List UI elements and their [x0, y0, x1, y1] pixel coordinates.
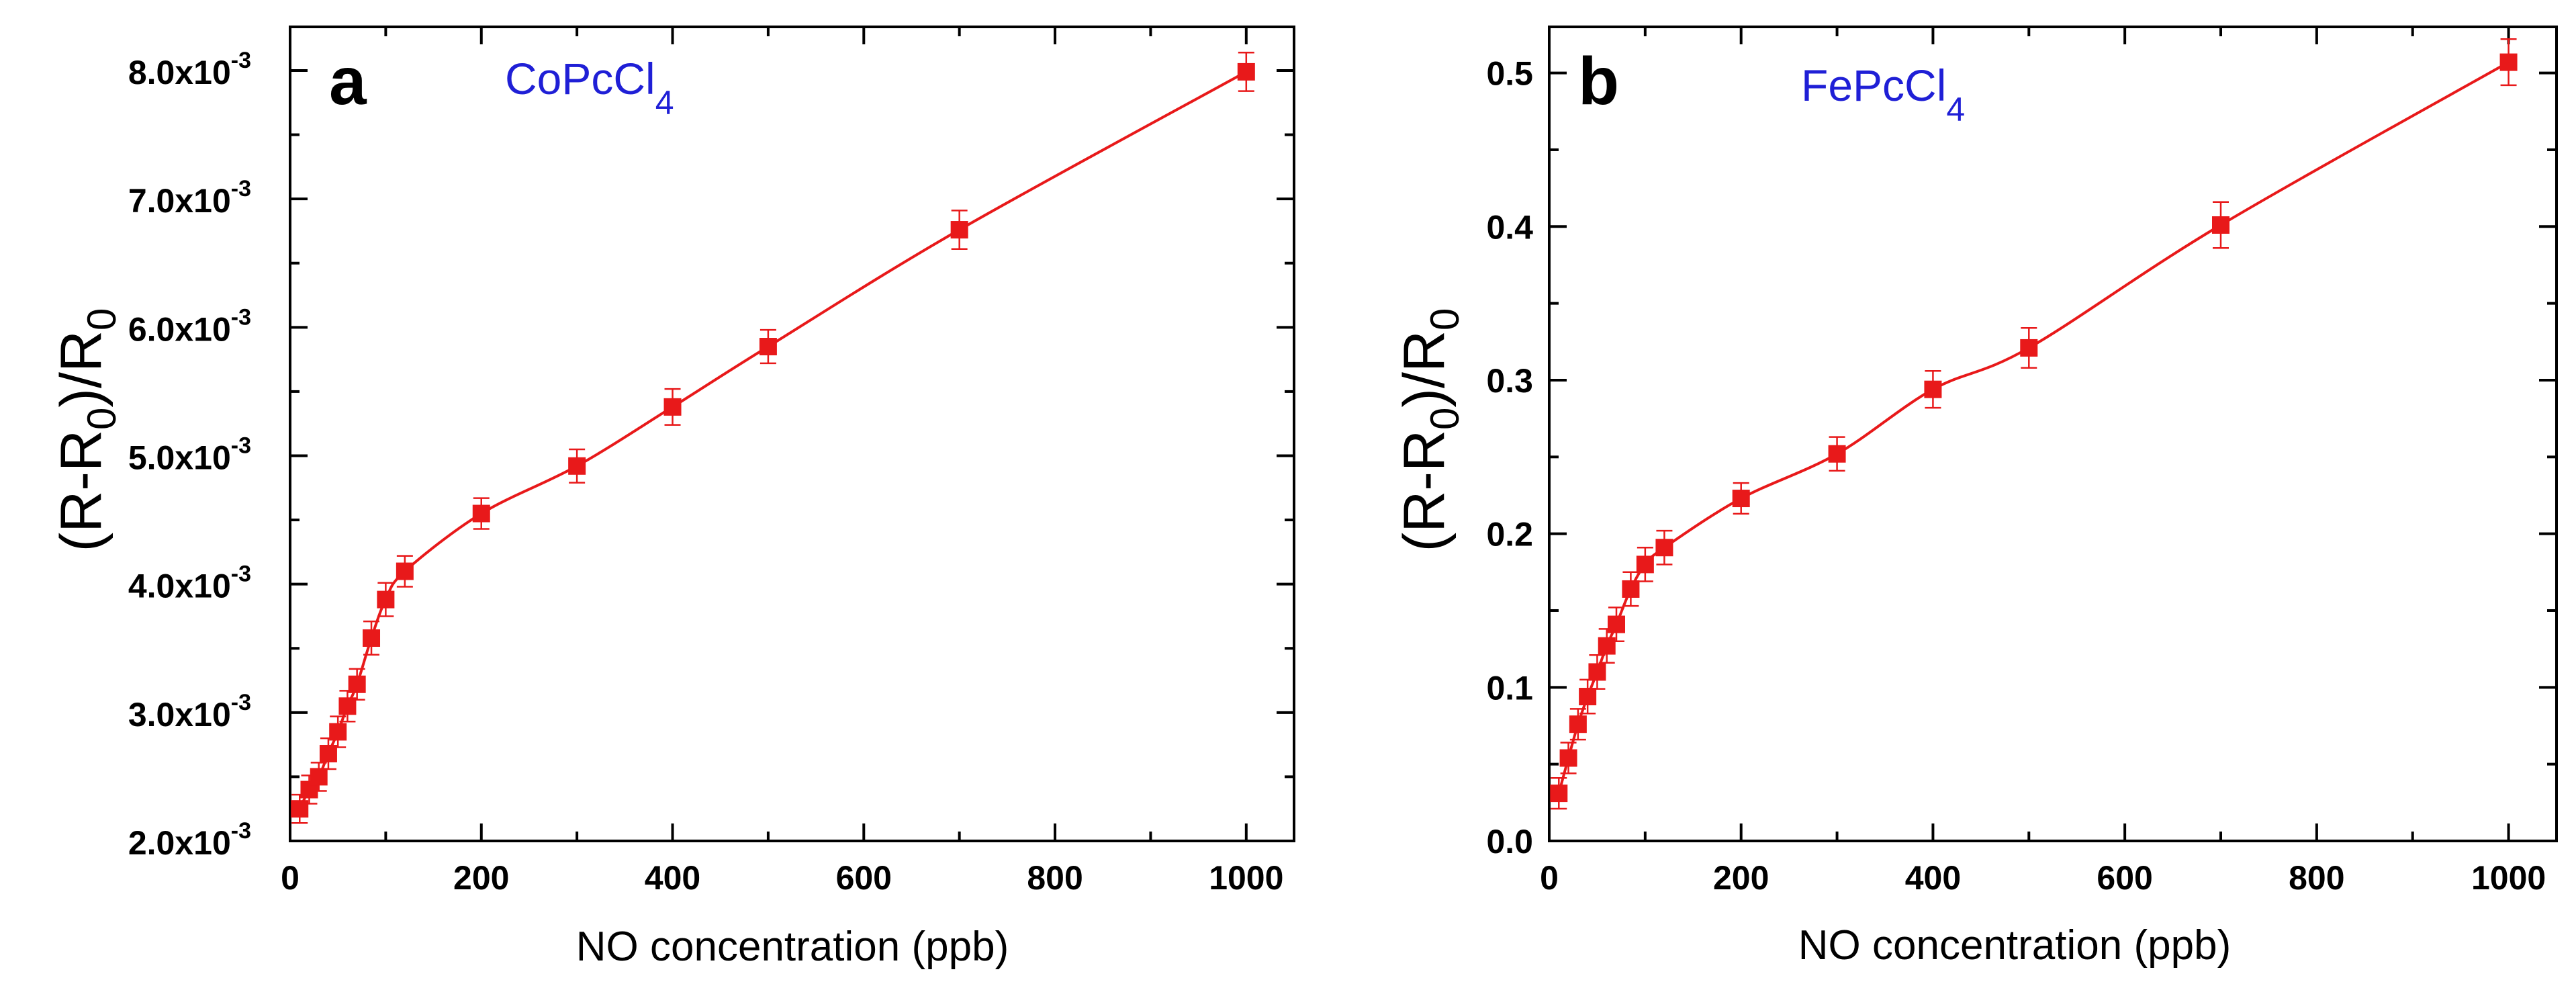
y-tick-label-b: 0.5 — [1486, 55, 1533, 93]
panel-a: 0 200 400 600 800 10002.0x10-33.0x10-34.0x10-… — [49, 26, 1295, 970]
y-tick-exponent-a: -3 — [231, 433, 251, 458]
y-axis-label-a-part2: )/R — [49, 330, 113, 408]
y-axis-label-a-part1: (R-R — [49, 430, 113, 552]
y-tick-exponent-a: -3 — [231, 818, 251, 844]
compound-label-b: FePcCl4 — [1801, 60, 1965, 128]
y-tick-exponent-a: -3 — [231, 48, 251, 73]
data-point-a — [568, 457, 586, 475]
data-point-a — [291, 800, 309, 818]
x-tick-label-b: 0 — [1540, 859, 1559, 897]
x-tick-label-a: 200 — [453, 859, 509, 897]
plot-frame-b — [1548, 26, 2558, 842]
y-tick-label-a: 5.0x10-3 — [128, 433, 251, 476]
y-tick-exponent-a: -3 — [231, 176, 251, 202]
y-axis-label-b-part1: (R-R — [1392, 430, 1457, 552]
data-point-a — [663, 398, 682, 416]
panel-letter-b: b — [1578, 44, 1619, 119]
y-axis-label-b-sub1: 0 — [1422, 408, 1467, 430]
x-tick-label-a: 0 — [281, 859, 300, 897]
data-point-a — [396, 562, 414, 580]
data-point-b — [1579, 688, 1597, 706]
x-tick-label-a: 800 — [1027, 859, 1083, 897]
y-tick-label-b: 0.4 — [1486, 208, 1533, 246]
y-tick-mantissa-a: 7.0x10 — [128, 182, 231, 220]
y-tick-label-a: 2.0x10-3 — [128, 818, 251, 862]
x-tick-label-a: 400 — [645, 859, 700, 897]
y-axis-label-b: (R-R0)/R0 — [1392, 308, 1467, 552]
data-point-b — [1828, 445, 1846, 463]
data-point-b — [1655, 539, 1673, 557]
x-tick-label-b: 800 — [2289, 859, 2344, 897]
data-point-b — [1608, 615, 1625, 633]
x-tick-label-a: 1000 — [1209, 859, 1283, 897]
y-axis-label-a-sub2: 0 — [79, 308, 124, 330]
x-tick-label-b: 600 — [2097, 859, 2152, 897]
plot-frame-a — [289, 26, 1295, 842]
data-point-a — [329, 723, 347, 741]
y-tick-label-b: 0.0 — [1486, 823, 1533, 860]
data-point-a — [338, 697, 357, 715]
data-point-a — [348, 675, 366, 693]
compound-subscript-b: 4 — [1946, 91, 1965, 128]
data-point-b — [1550, 785, 1568, 803]
x-tick-label-b: 200 — [1713, 859, 1769, 897]
compound-label-a: CoPcCl4 — [505, 54, 674, 122]
y-tick-label-a: 6.0x10-3 — [128, 304, 251, 348]
data-point-b — [1598, 637, 1616, 655]
data-point-b — [1732, 490, 1750, 508]
y-tick-label-a: 3.0x10-3 — [128, 690, 251, 733]
x-axis-label-a: NO concentration (ppb) — [576, 924, 1009, 970]
data-point-b — [1588, 663, 1606, 681]
data-point-b — [1636, 555, 1654, 574]
y-axis-label-b-part2: )/R — [1392, 330, 1457, 408]
data-point-b — [1924, 380, 1942, 398]
x-axis-label-b: NO concentration (ppb) — [1798, 922, 2231, 969]
y-axis-label-a: (R-R0)/R0 — [49, 308, 124, 552]
data-point-b — [2499, 53, 2518, 71]
data-point-b — [1559, 749, 1577, 767]
y-tick-label-a: 8.0x10-3 — [128, 48, 251, 91]
y-tick-mantissa-a: 4.0x10 — [128, 568, 231, 605]
y-tick-mantissa-a: 3.0x10 — [128, 696, 231, 733]
series-line-b — [1557, 60, 2510, 794]
data-point-a — [310, 768, 328, 786]
compound-base-b: FePcCl — [1801, 60, 1946, 110]
y-tick-exponent-a: -3 — [231, 304, 251, 330]
data-point-b — [2212, 216, 2229, 234]
y-tick-label-b: 0.3 — [1486, 362, 1533, 400]
data-point-a — [319, 745, 337, 763]
x-tick-label-b: 1000 — [2471, 859, 2546, 897]
y-tick-exponent-a: -3 — [231, 690, 251, 715]
data-point-a — [1237, 62, 1255, 81]
data-point-a — [472, 504, 490, 523]
y-tick-mantissa-a: 5.0x10 — [128, 439, 231, 476]
y-tick-label-b: 0.2 — [1486, 516, 1533, 553]
data-point-b — [2020, 339, 2038, 357]
y-tick-mantissa-a: 6.0x10 — [128, 310, 231, 348]
data-point-a — [363, 629, 381, 647]
y-tick-label-a: 7.0x10-3 — [128, 176, 251, 220]
series-line-a — [298, 71, 1247, 810]
plot-area-a: 0 200 400 600 800 10002.0x10-33.0x10-34.0x10-… — [128, 26, 1295, 897]
y-tick-mantissa-a: 2.0x10 — [128, 824, 231, 862]
panel-letter-a: a — [329, 44, 367, 119]
y-tick-exponent-a: -3 — [231, 562, 251, 587]
compound-subscript-a: 4 — [655, 84, 674, 122]
x-tick-label-a: 600 — [836, 859, 892, 897]
data-point-a — [759, 338, 777, 356]
y-tick-label-b: 0.1 — [1486, 669, 1533, 707]
data-point-b — [1622, 580, 1640, 598]
plot-area-b: 0 200 400 600 800 1000 0.0 0.1 0.2 0.3 0.4 0.5 — [1486, 26, 2558, 897]
compound-base-a: CoPcCl — [505, 54, 655, 103]
x-tick-label-b: 400 — [1905, 859, 1961, 897]
y-axis-label-b-sub2: 0 — [1422, 308, 1467, 330]
y-tick-label-a: 4.0x10-3 — [128, 562, 251, 605]
data-point-a — [377, 590, 395, 609]
data-point-b — [1569, 715, 1587, 733]
y-axis-label-a-sub1: 0 — [79, 408, 124, 430]
data-point-a — [950, 221, 968, 239]
y-tick-mantissa-a: 8.0x10 — [128, 54, 231, 91]
